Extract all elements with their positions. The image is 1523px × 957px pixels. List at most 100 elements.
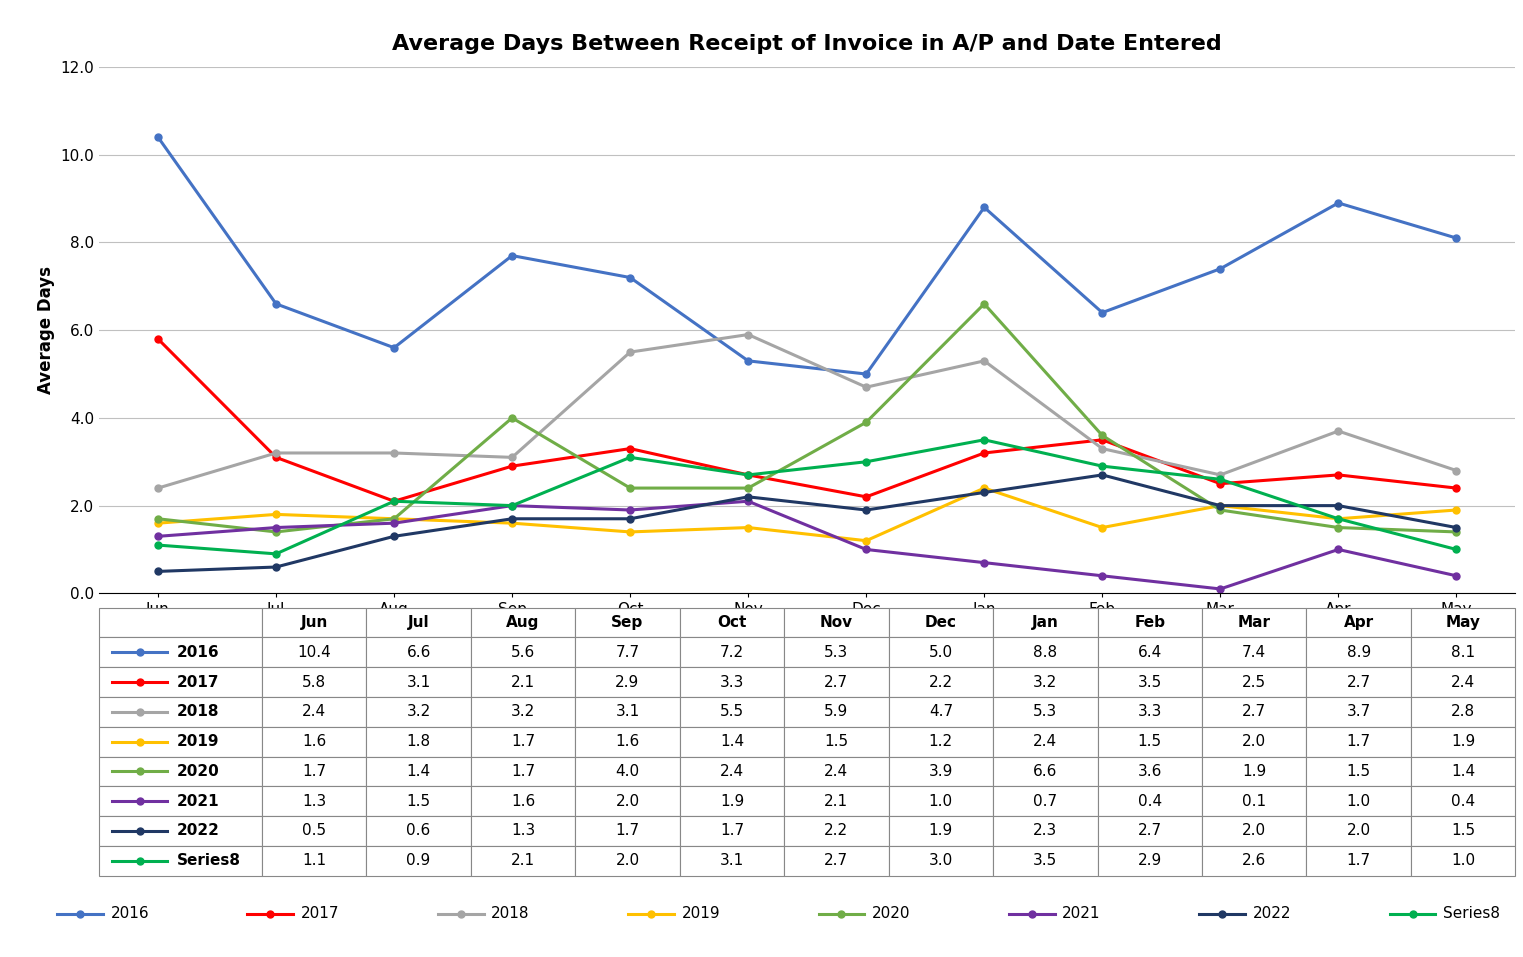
Text: 7.2: 7.2 [720, 645, 745, 660]
Text: 2.4: 2.4 [720, 764, 745, 779]
2018 [1211, 469, 1229, 480]
Text: Apr: Apr [1343, 615, 1374, 630]
2020 [739, 482, 757, 494]
2017 [857, 491, 876, 502]
Text: 1.7: 1.7 [510, 734, 535, 749]
Text: 1.5: 1.5 [824, 734, 848, 749]
Text: 2019: 2019 [681, 906, 720, 922]
Text: 2.0: 2.0 [615, 793, 640, 809]
2018 [1447, 465, 1465, 477]
Text: 2.5: 2.5 [1243, 675, 1266, 690]
Text: 1.6: 1.6 [302, 734, 326, 749]
2022 [975, 487, 993, 499]
Text: 2.6: 2.6 [1243, 854, 1266, 868]
Series8 [503, 500, 521, 511]
Text: Jul: Jul [408, 615, 429, 630]
Text: 8.1: 8.1 [1451, 645, 1476, 660]
Text: 2021: 2021 [1063, 906, 1101, 922]
Text: 7.4: 7.4 [1243, 645, 1266, 660]
2018 [503, 452, 521, 463]
Y-axis label: Average Days: Average Days [37, 266, 55, 394]
2021 [149, 530, 168, 542]
Text: 1.4: 1.4 [1451, 764, 1476, 779]
Text: 1.7: 1.7 [302, 764, 326, 779]
Text: 3.2: 3.2 [407, 704, 431, 720]
2017 [1447, 482, 1465, 494]
Text: 6.4: 6.4 [1138, 645, 1162, 660]
Text: 2022: 2022 [1252, 906, 1292, 922]
Text: May: May [1445, 615, 1480, 630]
2022 [503, 513, 521, 524]
Text: 2018: 2018 [177, 704, 219, 720]
Text: 0.6: 0.6 [407, 823, 431, 838]
2016 [621, 272, 640, 283]
2018 [385, 447, 404, 458]
2018 [975, 355, 993, 367]
2019 [1094, 522, 1112, 533]
Text: 3.9: 3.9 [929, 764, 953, 779]
2018 [621, 346, 640, 358]
Text: 5.3: 5.3 [824, 645, 848, 660]
2021 [503, 500, 521, 511]
2019 [1447, 504, 1465, 516]
2019 [621, 526, 640, 538]
Series8 [857, 456, 876, 467]
Text: 2022: 2022 [177, 823, 219, 838]
2016 [1330, 197, 1348, 209]
2022 [739, 491, 757, 502]
2022 [1211, 500, 1229, 511]
Text: 2020: 2020 [871, 906, 911, 922]
2016 [739, 355, 757, 367]
Title: Average Days Between Receipt of Invoice in A/P and Date Entered: Average Days Between Receipt of Invoice … [393, 34, 1221, 55]
Text: 1.1: 1.1 [302, 854, 326, 868]
Text: 3.1: 3.1 [615, 704, 640, 720]
2018 [1094, 443, 1112, 455]
2016 [975, 202, 993, 213]
Text: 1.3: 1.3 [510, 823, 535, 838]
2021 [739, 496, 757, 507]
2020 [621, 482, 640, 494]
2017 [503, 460, 521, 472]
2019 [1211, 500, 1229, 511]
Text: Jun: Jun [300, 615, 327, 630]
2017 [621, 443, 640, 455]
2020 [857, 416, 876, 428]
2016 [267, 299, 285, 310]
Text: 2.4: 2.4 [1451, 675, 1476, 690]
Text: 2.0: 2.0 [1243, 823, 1266, 838]
Text: 1.7: 1.7 [1346, 854, 1371, 868]
Text: 2017: 2017 [302, 906, 340, 922]
Text: 5.8: 5.8 [302, 675, 326, 690]
2022 [1330, 500, 1348, 511]
2021 [1094, 570, 1112, 582]
2022 [857, 504, 876, 516]
2022 [1447, 522, 1465, 533]
Text: 2.3: 2.3 [1033, 823, 1057, 838]
Series8 [621, 452, 640, 463]
Text: 2.7: 2.7 [1138, 823, 1162, 838]
Text: 1.2: 1.2 [929, 734, 953, 749]
Text: 3.2: 3.2 [510, 704, 535, 720]
Text: Dec: Dec [924, 615, 956, 630]
Text: 2019: 2019 [177, 734, 219, 749]
Text: 1.7: 1.7 [615, 823, 640, 838]
Text: 1.5: 1.5 [1451, 823, 1476, 838]
Text: 2.0: 2.0 [615, 854, 640, 868]
Text: 2.1: 2.1 [510, 854, 535, 868]
Text: 1.6: 1.6 [615, 734, 640, 749]
2020 [385, 513, 404, 524]
Line: 2018: 2018 [154, 331, 1461, 492]
Text: 0.1: 0.1 [1243, 793, 1266, 809]
2022 [267, 561, 285, 572]
Text: 2018: 2018 [490, 906, 530, 922]
Text: 2.1: 2.1 [510, 675, 535, 690]
2019 [857, 535, 876, 546]
2021 [857, 544, 876, 555]
Series8 [739, 469, 757, 480]
2017 [739, 469, 757, 480]
Series8 [1094, 460, 1112, 472]
Line: 2020: 2020 [154, 300, 1461, 535]
Text: Nov: Nov [819, 615, 853, 630]
2017 [975, 447, 993, 458]
2019 [385, 513, 404, 524]
